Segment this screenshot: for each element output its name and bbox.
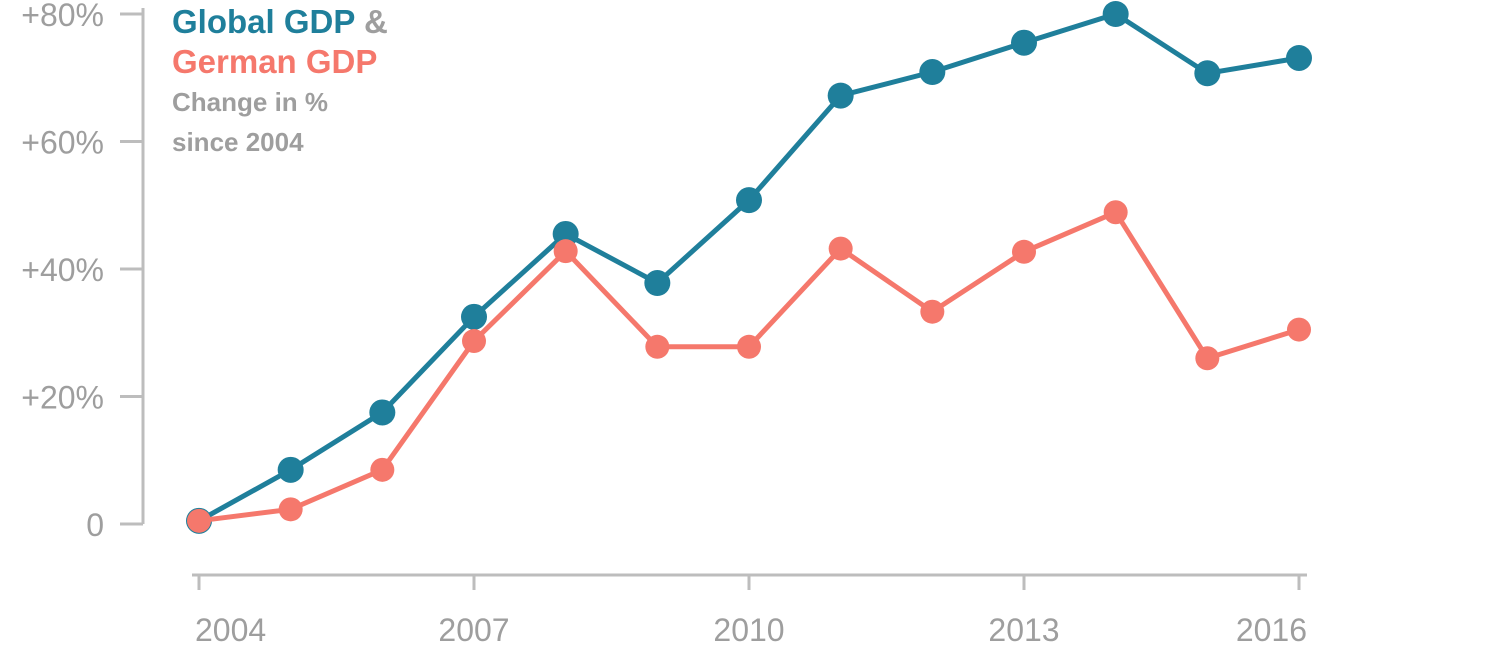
- title-series-global: Global GDP: [172, 3, 355, 40]
- y-tick-label: +60%: [21, 125, 104, 161]
- data-point-german-gdp: [1195, 346, 1220, 371]
- data-point-global-gdp: [1194, 60, 1221, 87]
- data-point-global-gdp: [1102, 1, 1129, 27]
- y-tick-label: +20%: [21, 380, 104, 416]
- data-point-german-gdp: [278, 497, 303, 522]
- data-point-german-gdp: [462, 329, 486, 354]
- data-point-german-gdp: [1103, 200, 1128, 225]
- data-point-global-gdp: [736, 187, 762, 214]
- x-tick-label: 2010: [713, 612, 784, 647]
- title-series-german: German GDP: [172, 43, 378, 80]
- chart-title-line-2: German GDP: [172, 42, 388, 82]
- data-point-global-gdp: [277, 456, 304, 483]
- series-german-gdp: [187, 200, 1311, 533]
- data-point-global-gdp: [552, 220, 579, 247]
- axes: 0 +20% +40% +60% +80% 2004 2007 2010 2013 2016: [21, 0, 1307, 647]
- y-tick-label: +80%: [21, 0, 104, 33]
- data-point-german-gdp: [187, 508, 211, 533]
- data-point-german-gdp: [1287, 317, 1311, 342]
- data-point-german-gdp: [1012, 239, 1036, 264]
- series-layer: [186, 1, 1312, 534]
- data-point-german-gdp: [828, 236, 853, 261]
- title-connector: &: [363, 3, 388, 40]
- data-point-global-gdp: [369, 399, 396, 426]
- x-tick-label: 2016: [1236, 612, 1307, 647]
- x-tick-label: 2013: [988, 612, 1059, 647]
- data-point-german-gdp: [645, 334, 670, 359]
- data-point-german-gdp: [553, 239, 578, 264]
- chart-subtitle-line-1: Change in %: [172, 87, 329, 117]
- data-point-german-gdp: [920, 299, 945, 324]
- series-line-german-gdp: [196, 209, 1302, 524]
- data-point-global-gdp: [1011, 29, 1037, 56]
- data-point-global-gdp: [827, 82, 854, 109]
- data-point-german-gdp: [737, 334, 761, 359]
- data-point-global-gdp: [644, 270, 671, 297]
- x-tick-label: 2007: [438, 612, 509, 647]
- x-tick-label: 2004: [195, 612, 266, 647]
- chart-title-block: Global GDP & German GDP Change in % sinc…: [172, 2, 388, 162]
- data-point-german-gdp: [370, 457, 395, 482]
- data-point-global-gdp: [461, 303, 487, 330]
- chart-title-line-1: Global GDP &: [172, 2, 388, 42]
- data-point-global-gdp: [1286, 44, 1312, 71]
- y-tick-label: 0: [86, 507, 104, 543]
- chart-subtitle-line-2: since 2004: [172, 127, 304, 157]
- series-global-gdp: [186, 1, 1312, 534]
- data-point-global-gdp: [919, 59, 946, 86]
- y-tick-label: +40%: [21, 252, 104, 288]
